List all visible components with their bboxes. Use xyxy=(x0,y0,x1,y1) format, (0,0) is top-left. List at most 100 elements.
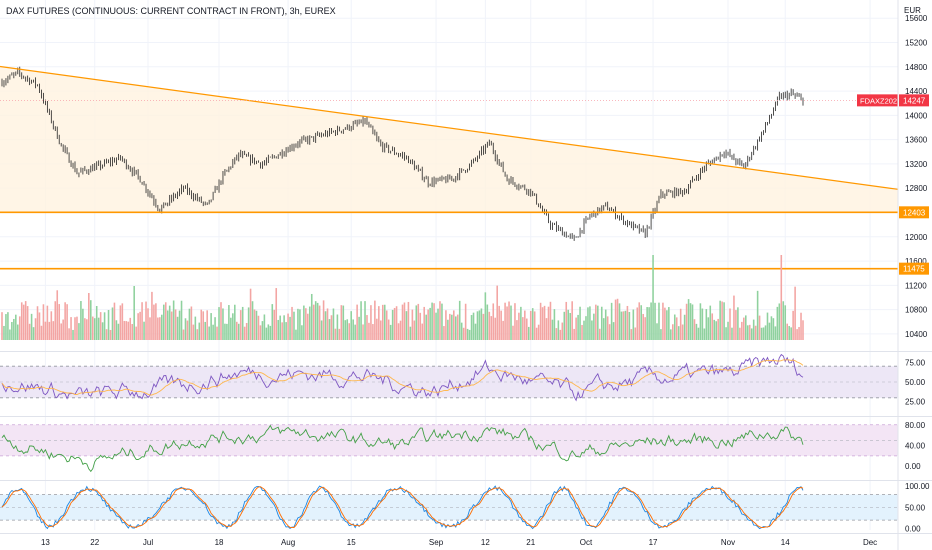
price-tick-15600: 15600 xyxy=(905,14,928,23)
volume-bar xyxy=(498,305,500,340)
volume-bar xyxy=(593,313,595,340)
volume-bar xyxy=(234,304,236,340)
volume-bar xyxy=(222,308,224,340)
volume-bar xyxy=(214,317,216,340)
volume-bar xyxy=(143,321,145,340)
volume-bar xyxy=(111,307,114,340)
volume-bar xyxy=(210,313,212,340)
volume-bar xyxy=(721,301,723,340)
price-tick-11200: 11200 xyxy=(905,281,927,290)
volume-bar xyxy=(383,304,386,340)
volume-bar xyxy=(395,306,398,340)
volume-bar xyxy=(531,308,534,340)
volume-bar xyxy=(581,324,583,340)
volume-bar xyxy=(368,322,370,340)
volume-bar xyxy=(389,324,392,340)
volume-bar xyxy=(135,326,137,340)
volume-bar xyxy=(342,305,345,340)
time-tick-15: 15 xyxy=(347,538,356,547)
volume-bar xyxy=(610,302,613,340)
volume-bar xyxy=(486,304,489,340)
volume-bar xyxy=(18,316,21,340)
volume-bar xyxy=(84,318,86,340)
volume-bar xyxy=(800,312,802,340)
volume-bar xyxy=(9,329,11,340)
volume-bar xyxy=(161,314,163,340)
volume-bar xyxy=(454,316,457,340)
volume-bar xyxy=(24,301,27,340)
volume-bar xyxy=(401,304,404,340)
volume-bar xyxy=(70,317,72,340)
volume-bar xyxy=(441,303,443,340)
volume-bar xyxy=(172,300,175,340)
volume-bar xyxy=(567,309,570,340)
volume-bar xyxy=(283,315,285,340)
volume-bar xyxy=(782,301,785,340)
volume-bar xyxy=(638,302,641,340)
volume-bar xyxy=(261,321,264,340)
volume-bar xyxy=(184,318,187,340)
volume-bar xyxy=(320,320,323,340)
volume-bar xyxy=(608,324,611,340)
volume-bar xyxy=(731,327,733,340)
volume-bar xyxy=(760,327,763,340)
volume-bar xyxy=(411,309,414,340)
volume-bar xyxy=(28,323,31,340)
volume-bar xyxy=(419,312,422,340)
volume-bar xyxy=(464,303,467,340)
last-price-tag xyxy=(899,94,929,107)
volume-bar xyxy=(50,311,53,340)
volume-bar xyxy=(97,317,100,340)
volume-bar xyxy=(439,301,441,340)
volume-bar xyxy=(701,308,704,340)
volume-bar xyxy=(289,316,291,340)
volume-bar xyxy=(381,304,384,340)
volume-bar xyxy=(772,318,775,340)
volume-bar xyxy=(614,299,617,340)
volume-bar xyxy=(717,318,719,340)
volume-bar xyxy=(583,320,585,340)
volume-bar xyxy=(180,300,183,340)
volume-bar xyxy=(360,301,362,340)
volume-bar xyxy=(121,303,124,340)
volume-bar xyxy=(5,314,7,340)
volume-bar xyxy=(206,310,208,340)
volume-bar xyxy=(774,326,777,340)
volume-bar xyxy=(155,303,157,340)
volume-bar xyxy=(764,325,767,340)
volume-bar xyxy=(113,302,116,340)
volume-bar xyxy=(654,302,656,340)
volume-bar xyxy=(571,301,573,340)
volume-bar xyxy=(249,288,252,340)
volume-bar xyxy=(746,325,749,340)
volume-bar xyxy=(409,326,412,340)
volume-bar xyxy=(484,292,487,340)
volume-bar xyxy=(553,309,556,340)
volume-bar xyxy=(660,329,662,340)
volume-bar xyxy=(543,305,546,340)
volume-bar xyxy=(194,316,197,340)
volume-bar xyxy=(235,321,238,340)
volume-bar xyxy=(316,302,319,340)
axis-tick-40: 40.00 xyxy=(905,442,926,451)
volume-bar xyxy=(192,324,195,340)
volume-bar xyxy=(86,319,88,340)
axis-tick-80: 80.00 xyxy=(905,421,926,430)
time-tick-Aug: Aug xyxy=(281,538,295,547)
volume-bar xyxy=(664,307,666,340)
volume-bar xyxy=(239,310,242,340)
volume-bar xyxy=(330,315,333,340)
time-tick-Oct: Oct xyxy=(580,538,593,547)
volume-bar xyxy=(139,311,141,340)
level-tag-label-11475: 11475 xyxy=(903,265,925,274)
volume-bar xyxy=(372,324,374,340)
volume-bar xyxy=(119,305,122,340)
volume-bar xyxy=(178,310,181,340)
volume-bar xyxy=(149,317,151,340)
volume-bar xyxy=(257,315,260,340)
volume-bar xyxy=(164,302,167,340)
volume-bar xyxy=(735,310,737,340)
volume-bar xyxy=(472,312,475,340)
volume-bar xyxy=(297,308,299,340)
